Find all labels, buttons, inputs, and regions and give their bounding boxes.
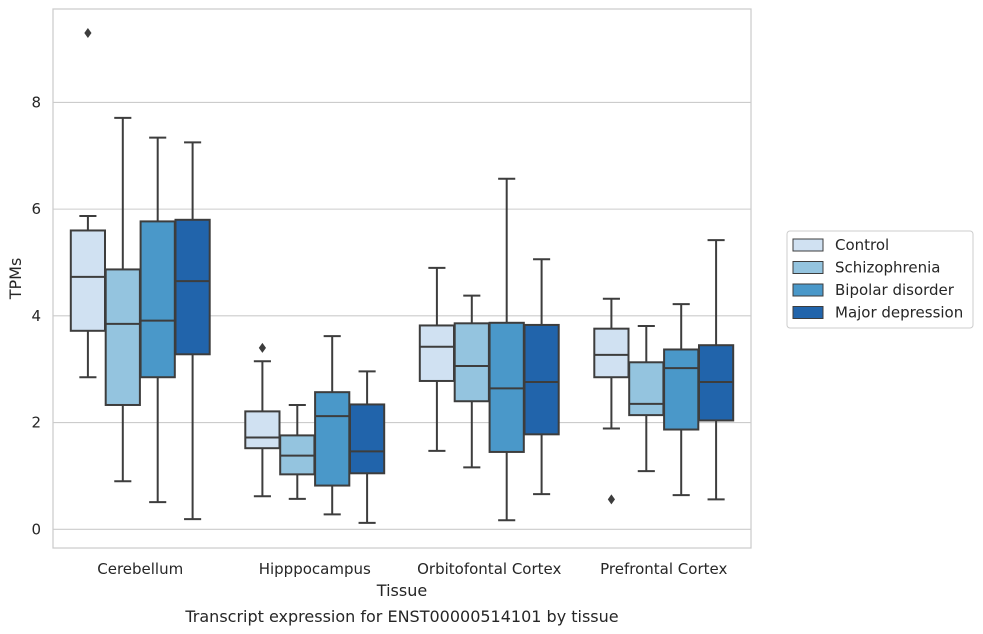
legend: Control Schizophrenia Bipolar disorder Majo… [786, 230, 974, 329]
outlier-point [84, 28, 92, 39]
box-bipolar-disorder-prefrontal-cortex [663, 303, 700, 497]
box-iqr [174, 218, 211, 356]
box-schizophrenia-prefrontal-cortex [628, 324, 665, 473]
y-axis-label: TPMs [6, 258, 25, 301]
x-axis-ticks: Cerebellum Hipppocampus Orbitofontal Corte… [97, 560, 727, 578]
outlier-point [258, 342, 266, 353]
box-major-depression-orbitofontal-cortex [523, 258, 560, 496]
y-tick-label: 6 [31, 200, 41, 218]
x-tick-label-prefrontal-cortex: Prefrontal Cortex [600, 560, 727, 578]
box-control-prefrontal-cortex [593, 297, 630, 505]
box-control-cerebellum [69, 28, 107, 379]
y-axis-ticks: 0 2 4 6 8 [31, 93, 41, 538]
legend-label: Control [835, 236, 889, 254]
legend-swatch [792, 238, 824, 252]
legend-swatch [792, 261, 824, 274]
x-tick-label-cerebellum: Cerebellum [97, 560, 183, 578]
legend-label: Major depression [835, 304, 963, 322]
box-major-depression-cerebellum [174, 141, 211, 521]
box-major-depression-prefrontal-cortex [697, 239, 735, 501]
box-iqr [593, 327, 630, 379]
box-control-hipppocampus [244, 342, 281, 498]
box-iqr [104, 268, 141, 406]
chart-caption: Transcript expression for ENST0000051410… [184, 607, 618, 626]
box-schizophrenia-hipppocampus [279, 403, 316, 500]
legend-label: Bipolar disorder [835, 281, 955, 299]
legend-item-control: Control [792, 236, 889, 254]
box-bipolar-disorder-hipppocampus [314, 335, 351, 516]
box-iqr [663, 348, 700, 431]
outlier-point [607, 494, 615, 505]
box-iqr [488, 321, 525, 453]
x-tick-label-hipppocampus: Hipppocampus [259, 560, 371, 578]
box-iqr [628, 361, 665, 417]
box-bipolar-disorder-cerebellum [139, 136, 176, 504]
y-tick-label: 0 [31, 520, 41, 538]
box-iqr [453, 322, 490, 403]
box-iqr [244, 410, 281, 450]
legend-item-bipolar-disorder: Bipolar disorder [792, 281, 955, 299]
legend-item-schizophrenia: Schizophrenia [792, 259, 940, 277]
legend-frame [786, 230, 974, 329]
legend-items: Control Schizophrenia Bipolar disorder Majo… [792, 236, 963, 322]
box-control-orbitofontal-cortex [418, 266, 456, 452]
box-iqr [418, 324, 456, 382]
plot-area-frame [52, 8, 752, 549]
box-schizophrenia-cerebellum [104, 116, 141, 483]
box-bipolar-disorder-orbitofontal-cortex [488, 177, 525, 522]
legend-item-major-depression: Major depression [792, 304, 963, 322]
legend-label: Schizophrenia [835, 259, 940, 277]
box-schizophrenia-orbitofontal-cortex [453, 294, 490, 469]
box-iqr [314, 391, 351, 487]
box-iqr [69, 229, 107, 332]
box-iqr [139, 220, 176, 379]
boxes [69, 28, 735, 524]
x-axis-label: Tissue [376, 581, 427, 600]
box-iqr [523, 323, 560, 436]
x-tick-label-orbitofontal-cortex: Orbitofontal Cortex [417, 560, 561, 578]
y-tick-label: 4 [31, 307, 41, 325]
y-tick-label: 2 [31, 414, 41, 432]
legend-swatch [792, 306, 824, 319]
y-tick-label: 8 [31, 93, 41, 111]
box-iqr [348, 403, 386, 475]
legend-swatch [792, 283, 824, 297]
box-major-depression-hipppocampus [348, 370, 386, 524]
